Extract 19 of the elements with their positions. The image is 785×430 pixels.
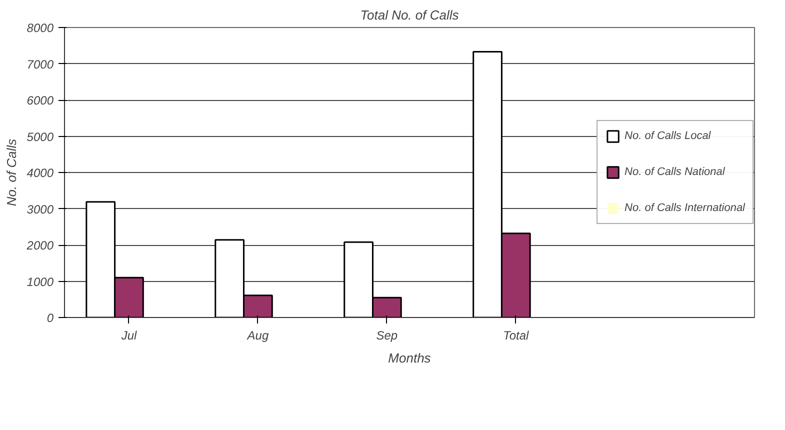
y-tick-label: 8000 — [26, 21, 54, 35]
x-tick-label: Aug — [246, 328, 269, 342]
x-tick-label: Sep — [376, 328, 398, 342]
y-tick-label: 1000 — [26, 274, 54, 289]
y-tick-label: 5000 — [26, 130, 54, 144]
y-tick-label: 7000 — [26, 57, 54, 72]
y-tick-label: 3000 — [26, 202, 54, 216]
x-tick-label: Jul — [120, 328, 137, 342]
legend-label: No. of Calls National — [624, 166, 725, 178]
x-tick-label: Total — [503, 328, 530, 342]
x-axis-title: Months — [388, 350, 432, 366]
y-tick-label: 4000 — [26, 166, 54, 180]
y-tick-label: 0 — [46, 311, 54, 325]
chart-title: Total No. of Calls — [360, 8, 460, 22]
legend-label: No. of Calls Local — [624, 130, 711, 142]
y-axis-title: No. of Calls — [4, 138, 19, 206]
y-tick-label: 6000 — [26, 94, 54, 108]
y-tick-label: 2000 — [26, 238, 54, 252]
legend-label: No. of Calls International — [624, 202, 745, 214]
